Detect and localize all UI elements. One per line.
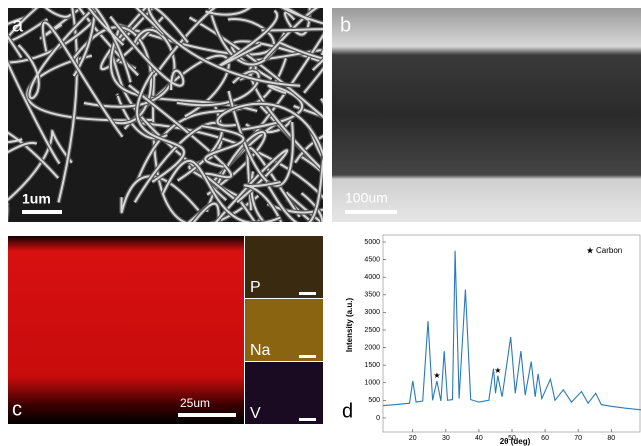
fiber [243,181,282,222]
y-axis-label: Intensity (a.u.) [345,298,354,353]
x-tick-label: 40 [475,435,483,442]
x-tick-label: 80 [607,435,615,442]
panel-d: d Intensity (a.u.) 2θ (deg) Carbon ★ 0 50… [342,234,641,446]
element-label: P [250,279,261,296]
panel-letter: b [340,14,351,36]
fiber [72,26,153,125]
x-axis-label: 2θ (deg) [500,437,531,446]
fiber [31,8,35,10]
y-tick-label: 1500 [364,362,380,369]
fiber [188,16,323,118]
plot-frame [382,234,641,433]
scale-bar [299,418,316,421]
y-tick-label: 4000 [364,274,380,281]
fiber [279,41,323,60]
scale-label: 1um [22,191,51,207]
p-map [245,236,323,298]
element-label: V [250,405,261,422]
y-tick-label: 2500 [364,327,380,334]
x-tick-label: 70 [574,435,582,442]
y-tick-label: 3000 [364,309,380,316]
fiber [265,149,323,222]
fiber [31,8,34,9]
fiber [153,8,251,77]
scale-bar [299,355,316,358]
fiber [208,8,286,66]
fiber [120,175,200,213]
fiber [253,49,323,94]
fiber [217,9,278,68]
fiber [263,8,319,60]
fiber [307,124,323,160]
v-map [245,362,323,424]
fiber [176,70,260,107]
fiber [26,54,153,122]
x-tick-label: 60 [541,435,549,442]
scale-label: 25um [180,396,210,410]
fiber [261,28,323,32]
y-tick-label: 3500 [364,292,380,299]
fiber [250,171,323,222]
y-tick-label: 4500 [364,256,380,263]
fiber [8,130,73,201]
fiber [87,8,132,83]
fiber [72,8,165,77]
red-map [8,236,244,424]
cross-section-image [332,8,641,222]
x-tick-label: 50 [508,435,516,442]
fiber [162,159,281,222]
scale-bar [178,413,236,417]
fiber [241,84,303,131]
fiber [8,196,10,222]
fiber [216,102,323,158]
scale-bar [299,292,316,295]
fiber [152,69,259,222]
fiber [44,8,72,18]
na-map [245,299,323,361]
scale-bar [345,210,397,214]
x-tick-label: 30 [442,435,450,442]
fiber [8,8,49,43]
scale-label: 100um [345,190,388,206]
element-label: Na [250,342,271,359]
fiber [147,8,301,87]
carbon-star: ★ [494,366,501,375]
legend-label: Carbon [596,246,622,255]
y-tick-label: 1000 [364,380,380,387]
carbon-star: ★ [433,371,440,380]
scale-bar [22,210,62,214]
x-tick-label: 20 [409,435,417,442]
fiber [8,203,9,215]
fiber [192,202,264,222]
y-tick-label: 0 [376,415,380,422]
fiber [8,35,61,165]
xrd-line [382,250,641,411]
fiber [57,8,139,203]
fiber [41,21,124,138]
y-tick-label: 2000 [364,344,380,351]
fibers [8,8,323,222]
panel-b: b 100um [332,8,641,222]
fiber [100,8,166,71]
panel-a: a 1um [8,8,323,222]
legend-star: ★ [586,245,594,255]
fiber [284,8,311,36]
fiber [109,15,185,91]
fiber [215,149,289,222]
panel-letter: a [12,14,24,36]
fiber [83,28,176,108]
fiber [201,125,245,168]
panel-letter: c [12,398,22,420]
fiber [266,202,323,214]
y-tick-label: 500 [368,397,380,404]
fiber [136,71,186,183]
panel-letter: d [342,400,353,422]
y-tick-label: 5000 [364,239,380,246]
panel-c: P Na V c 25um [8,236,323,424]
fiber [8,141,38,154]
